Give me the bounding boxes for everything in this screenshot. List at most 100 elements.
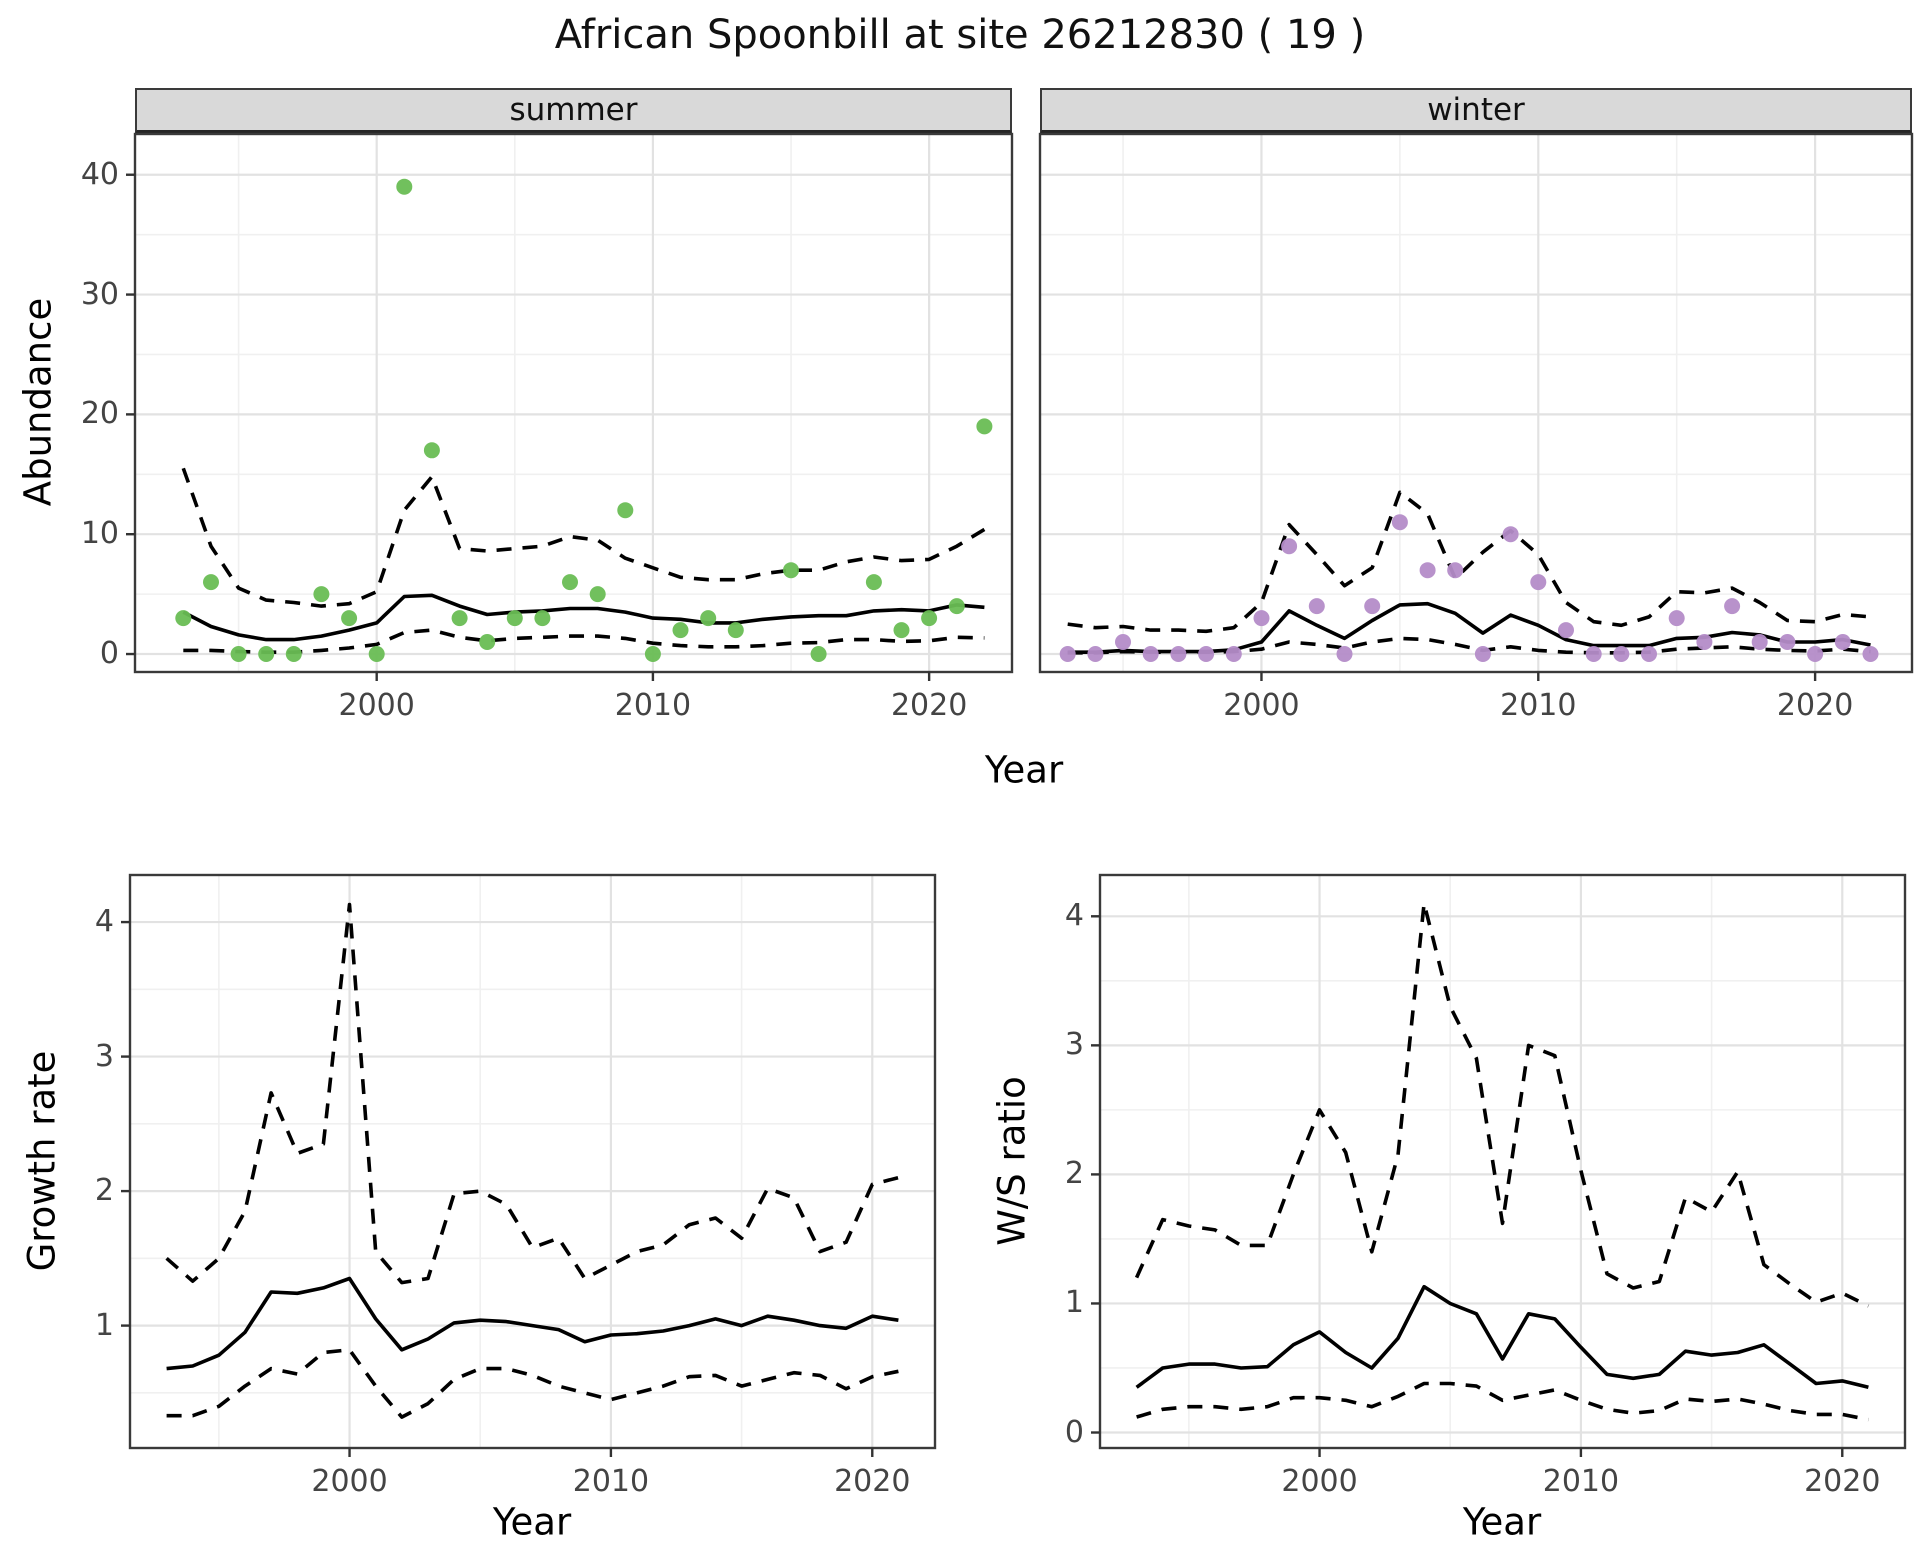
winter-panel (1038, 132, 1914, 681)
facet-strip-summer: summer (135, 88, 1012, 134)
winter-x-tick-label: 2000 (1223, 688, 1300, 723)
summer-data-point (285, 646, 302, 662)
summer-data-point (534, 610, 551, 627)
summer-median-line (182, 593, 985, 642)
summer-data-point (506, 610, 523, 627)
winter-data-point (1502, 526, 1519, 543)
growth-rate-y-tick-label: 1 (94, 1307, 114, 1343)
winter-data-point (1115, 634, 1131, 650)
winter-data-point (1336, 646, 1353, 662)
summer-x-tick-label: 2000 (338, 688, 415, 723)
winter-data-point (1419, 562, 1436, 579)
summer-y-tick-label: 0 (99, 636, 119, 672)
growth-rate-y-tick-label: 4 (94, 904, 114, 940)
winter-data-point (1751, 634, 1768, 650)
winter-data-point (1862, 646, 1879, 662)
summer-data-point (948, 598, 965, 615)
summer-data-point (479, 634, 496, 650)
summer-y-tick-label: 30 (80, 276, 119, 312)
ws-ratio-x-tick-label: 2010 (1542, 1464, 1620, 1499)
summer-x-tick-label: 2020 (890, 688, 968, 723)
winter-plot-area (1040, 134, 1912, 672)
ws-ratio-upper-dashed (1134, 901, 1870, 1308)
winter-data-point (1059, 646, 1076, 662)
summer-data-point (368, 646, 385, 662)
summer-data-point (644, 646, 661, 662)
winter-x-tick-label: 2010 (1500, 688, 1577, 723)
summer-data-point (810, 646, 827, 662)
summer-data-point (313, 586, 330, 603)
growth-rate-median-line (166, 1276, 899, 1371)
summer-data-point (341, 610, 358, 627)
summer-data-point (727, 622, 744, 639)
growth-rate-plot-area (130, 875, 935, 1448)
growth-rate-x-tick-label: 2020 (834, 1464, 911, 1499)
summer-data-point (700, 610, 717, 627)
winter-data-point (1308, 598, 1325, 615)
ws-ratio-x-tick-label: 2000 (1281, 1464, 1358, 1499)
summer-data-point (230, 646, 247, 662)
growth-rate-x-tick-label: 2000 (311, 1464, 388, 1499)
summer-data-point (893, 622, 910, 639)
summer-y-tick-label: 20 (80, 396, 119, 432)
growth-rate-x-tick-label: 2010 (572, 1464, 650, 1499)
summer-y-tick-label: 10 (80, 516, 119, 552)
summer-data-point (175, 610, 192, 627)
growth-rate-y-tick-label: 3 (94, 1038, 114, 1074)
summer-data-point (783, 562, 799, 579)
summer-data-point (589, 586, 606, 603)
summer-data-point (672, 622, 689, 639)
summer-data-point (451, 610, 468, 627)
winter-data-point (1530, 574, 1547, 591)
summer-x-tick-label: 2010 (614, 688, 692, 723)
winter-data-point (1834, 634, 1851, 650)
winter-data-point (1253, 610, 1270, 627)
ws-ratio-lower-dashed (1136, 1381, 1869, 1422)
summer-data-point (258, 646, 275, 662)
growth-rate-panel (121, 873, 937, 1457)
winter-data-point (1142, 646, 1159, 662)
growth-rate-upper-dashed (165, 902, 899, 1285)
summer-data-point (617, 502, 634, 519)
ws-ratio-y-tick-label: 1 (1064, 1285, 1084, 1321)
winter-data-point (1558, 622, 1574, 639)
winter-data-point (1779, 634, 1796, 650)
summer-data-point (423, 442, 440, 459)
top-x-axis-title: Year (984, 748, 1064, 792)
winter-data-point (1391, 514, 1408, 531)
winter-data-point (1807, 646, 1824, 662)
winter-data-point (1696, 634, 1713, 650)
winter-data-point (1724, 598, 1741, 615)
facet-strip-summer-label: summer (509, 92, 638, 128)
summer-data-point (865, 574, 882, 591)
summer-panel (126, 132, 1014, 681)
plot-title: African Spoonbill at site 26212830 ( 19 … (554, 12, 1366, 58)
ws-ratio-plot-area (1100, 875, 1905, 1448)
summer-data-point (921, 610, 938, 627)
winter-data-point (1281, 538, 1298, 555)
abundance-axis-title: Abundance (16, 297, 60, 507)
summer-data-point (976, 418, 993, 435)
ws-ratio-y-tick-label: 3 (1064, 1027, 1084, 1063)
ws-ratio-x-tick-label: 2020 (1804, 1464, 1881, 1499)
summer-lower-dashed (183, 628, 985, 654)
facet-strip-winter: winter (1040, 88, 1912, 134)
winter-data-point (1474, 646, 1491, 662)
summer-y-tick-label: 40 (80, 156, 119, 192)
summer-plot-area (135, 134, 1012, 672)
growth-rate-y-tick-label: 2 (94, 1173, 114, 1209)
ws-ratio-y-tick-label: 4 (1064, 898, 1084, 934)
ws-ratio-y-tick-label: 2 (1064, 1156, 1084, 1192)
ws-x-axis-title: Year (1462, 1500, 1542, 1544)
ws-ratio-median-line (1135, 1284, 1869, 1390)
facet-strip-winter-label: winter (1427, 92, 1525, 128)
summer-data-point (396, 178, 413, 195)
winter-x-tick-label: 2020 (1776, 688, 1854, 723)
winter-data-point (1170, 646, 1187, 662)
growth-rate-axis-title: Growth rate (20, 1050, 64, 1272)
ws-ratio-axis-title: W/S ratio (990, 1076, 1034, 1246)
growth-x-axis-title: Year (492, 1500, 572, 1544)
winter-data-point (1364, 598, 1381, 615)
summer-data-point (562, 574, 578, 591)
